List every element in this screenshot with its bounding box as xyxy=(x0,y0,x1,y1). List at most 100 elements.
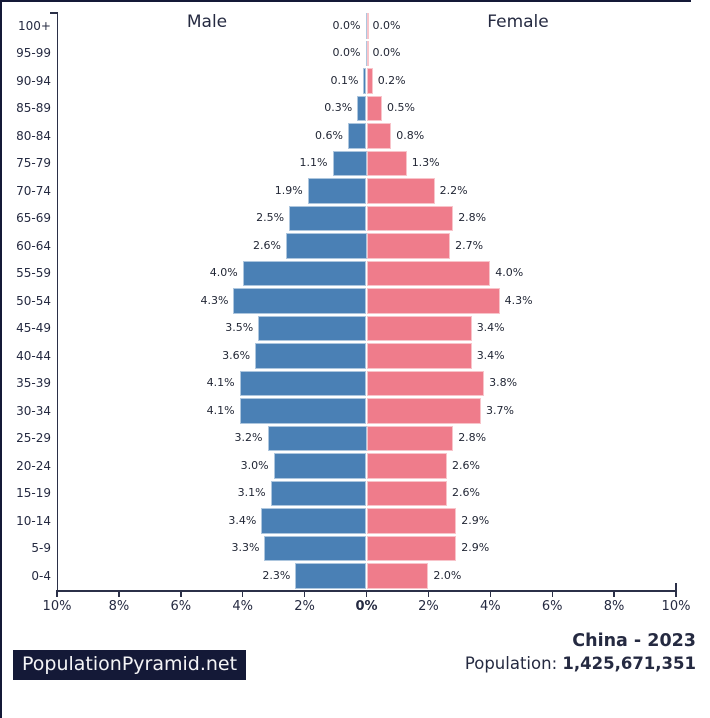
bar-male-60-64[interactable] xyxy=(286,233,367,259)
age-group-label: 65-69 xyxy=(16,211,51,226)
age-group-label: 35-39 xyxy=(16,376,51,391)
female-value-label: 2.6% xyxy=(452,458,480,472)
population-label: Population: xyxy=(464,654,563,673)
female-value-label: 2.8% xyxy=(458,431,487,445)
bar-male-45-49[interactable] xyxy=(258,315,367,341)
bar-female-95-99[interactable] xyxy=(366,40,369,66)
female-value-label: 2.0% xyxy=(433,568,462,582)
bar-female-40-44[interactable] xyxy=(366,343,472,369)
bar-female-85-89[interactable] xyxy=(366,95,382,121)
bar-female-5-9[interactable] xyxy=(366,535,457,561)
x-axis-tick-label: 4% xyxy=(479,599,501,614)
age-group-label: 50-54 xyxy=(16,293,51,308)
bar-male-65-69[interactable] xyxy=(289,205,367,231)
bar-male-25-29[interactable] xyxy=(267,425,367,451)
chart-title: China - 2023 xyxy=(572,631,696,651)
bar-female-80-84[interactable] xyxy=(366,123,392,149)
male-value-label: 1.9% xyxy=(274,183,303,197)
bar-female-90-94[interactable] xyxy=(366,68,373,94)
female-value-label: 0.2% xyxy=(377,73,406,87)
male-value-label: 3.1% xyxy=(237,486,266,500)
bar-female-65-69[interactable] xyxy=(366,205,454,231)
bar-male-55-59[interactable] xyxy=(242,260,367,286)
age-group-label: 75-79 xyxy=(16,156,51,171)
bar-male-80-84[interactable] xyxy=(347,123,367,149)
female-value-label: 3.7% xyxy=(486,403,514,417)
age-group-label: 15-19 xyxy=(16,486,51,501)
age-group-label: 55-59 xyxy=(16,266,51,281)
bar-female-25-29[interactable] xyxy=(366,425,454,451)
male-value-label: 3.4% xyxy=(228,513,257,527)
bar-male-20-24[interactable] xyxy=(273,453,367,479)
x-axis-tick-label: 4% xyxy=(232,599,253,614)
x-axis-tick xyxy=(303,590,306,597)
female-value-label: 4.0% xyxy=(495,266,524,280)
male-value-label: 3.3% xyxy=(231,541,260,555)
male-value-label: 4.0% xyxy=(209,266,238,280)
age-group-label: 85-89 xyxy=(16,101,51,116)
age-group-label: 40-44 xyxy=(16,348,51,363)
bar-male-75-79[interactable] xyxy=(332,150,367,176)
bar-female-45-49[interactable] xyxy=(366,315,472,341)
female-value-label: 2.9% xyxy=(461,541,490,555)
x-axis-tick-label: 6% xyxy=(170,599,192,614)
female-value-label: 0.5% xyxy=(387,101,415,115)
male-value-label: 0.0% xyxy=(332,18,361,32)
bar-female-60-64[interactable] xyxy=(366,233,451,259)
male-value-label: 3.0% xyxy=(240,458,269,472)
bar-male-30-34[interactable] xyxy=(239,398,367,424)
female-value-label: 4.3% xyxy=(504,293,533,307)
bar-male-70-74[interactable] xyxy=(307,178,367,204)
age-group-label: 10-14 xyxy=(16,513,51,528)
bar-female-15-19[interactable] xyxy=(366,480,447,506)
male-value-label: 2.6% xyxy=(253,238,281,252)
x-axis-tick-label: 10% xyxy=(42,599,72,614)
bar-female-10-14[interactable] xyxy=(366,508,457,534)
age-group-label: 20-24 xyxy=(16,458,51,473)
window-border-left xyxy=(0,0,2,718)
bar-male-0-4[interactable] xyxy=(295,563,367,589)
bar-female-70-74[interactable] xyxy=(366,178,435,204)
bar-female-100+[interactable] xyxy=(366,13,369,39)
male-value-label: 0.3% xyxy=(324,101,353,115)
female-column-header: Female xyxy=(487,12,549,32)
bar-female-75-79[interactable] xyxy=(366,150,407,176)
age-group-label: 60-64 xyxy=(16,238,51,253)
population-line: Population: 1,425,671,351 xyxy=(465,654,696,673)
bar-female-20-24[interactable] xyxy=(366,453,447,479)
bar-male-5-9[interactable] xyxy=(264,535,367,561)
female-value-label: 2.2% xyxy=(439,183,468,197)
male-value-label: 0.1% xyxy=(330,73,359,87)
bar-female-30-34[interactable] xyxy=(366,398,481,424)
age-group-label: 95-99 xyxy=(16,46,51,61)
bar-male-40-44[interactable] xyxy=(255,343,367,369)
male-value-label: 3.5% xyxy=(225,321,254,335)
female-value-label: 3.8% xyxy=(489,376,518,390)
female-value-label: 2.9% xyxy=(461,513,490,527)
male-value-label: 4.1% xyxy=(206,376,235,390)
age-group-label: 45-49 xyxy=(16,321,51,336)
bar-male-50-54[interactable] xyxy=(233,288,367,314)
x-axis-tick-label: 8% xyxy=(108,599,130,614)
female-value-label: 2.8% xyxy=(458,211,487,225)
age-group-label: 90-94 xyxy=(16,73,51,88)
bar-male-90-94[interactable] xyxy=(363,68,367,94)
x-axis-tick xyxy=(613,590,615,597)
female-value-label: 1.3% xyxy=(411,156,440,170)
male-value-label: 0.0% xyxy=(332,46,361,60)
bar-male-10-14[interactable] xyxy=(261,508,367,534)
female-value-label: 0.8% xyxy=(396,128,425,142)
bar-female-55-59[interactable] xyxy=(366,260,491,286)
bar-female-50-54[interactable] xyxy=(366,288,500,314)
bar-male-35-39[interactable] xyxy=(239,370,367,396)
bar-female-0-4[interactable] xyxy=(366,563,429,589)
population-pyramid-logo[interactable]: PopulationPyramid.net xyxy=(13,650,247,680)
female-value-label: 3.4% xyxy=(476,348,505,362)
bar-male-15-19[interactable] xyxy=(270,480,367,506)
x-axis-tick-label: 0% xyxy=(355,599,378,614)
bar-female-35-39[interactable] xyxy=(366,370,485,396)
bar-male-85-89[interactable] xyxy=(357,95,367,121)
male-value-label: 2.3% xyxy=(262,568,291,582)
male-value-label: 0.6% xyxy=(314,128,343,142)
